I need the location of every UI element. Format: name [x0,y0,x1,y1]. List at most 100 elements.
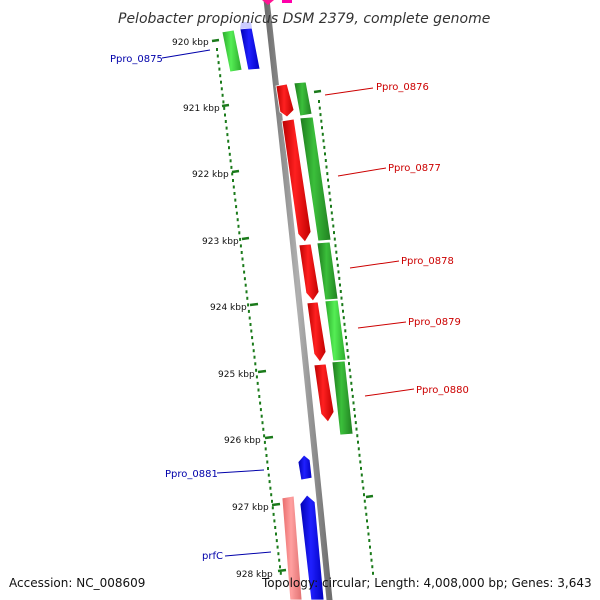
track-dot [218,67,221,71]
track-dot [260,414,263,418]
gene-prfc[interactable] [281,494,325,600]
track-dot [274,526,277,529]
gene-ppro-0877[interactable] [281,116,332,243]
track-dot [354,414,356,418]
track-dot [253,355,256,359]
gene-track-dots [318,100,374,575]
label-ppro-0881[interactable]: Ppro_0881 [165,469,218,480]
gene-ppro-0875[interactable] [221,22,261,73]
track-dot [279,565,281,569]
track-dot [272,512,275,516]
track-dot [356,434,359,438]
track-dot [347,355,350,359]
track-dot [236,218,239,222]
track-dot [368,539,371,542]
track-dot [332,224,335,228]
track-dot [327,185,330,189]
track-dot [276,545,279,549]
track-dot [235,205,238,209]
track-dot [366,525,369,529]
track-dot [324,152,326,156]
track-dot [277,552,280,556]
track-dot [366,519,368,523]
track-dot [269,486,272,490]
track-dot [252,349,255,353]
track-dot [275,532,277,536]
label-ppro-0875[interactable]: Ppro_0875 [110,54,163,65]
track-dot [225,126,228,130]
track-dot [353,408,356,411]
label-prfc[interactable]: prfC [202,551,223,562]
track-dot [328,191,331,195]
track-dot [318,100,320,103]
track-dot [348,368,351,372]
track-dot [351,394,354,398]
track-dot [333,231,335,235]
track-dot [338,276,341,280]
track-dot [259,408,262,412]
track-dot [331,217,334,221]
tick-921: 921 kbp [183,103,230,114]
track-dot [323,145,326,149]
track-dot [360,473,363,477]
track-dot [267,467,269,470]
leader-ppro-0877 [337,167,387,177]
track-dot [357,447,360,451]
gene-ppro-0878[interactable] [298,241,339,302]
track-dot [216,54,219,58]
track-dot [321,132,324,136]
track-dot [336,263,339,267]
track-dot [249,323,252,326]
tick-track-dots [216,48,282,575]
track-dot [363,493,365,497]
tick-928: 928 kbp [236,568,287,580]
track-dot [330,211,333,215]
track-dot [321,126,323,130]
leader-ppro-0878 [349,260,400,269]
track-dot [268,480,271,484]
track-dot [359,460,362,464]
track-dot [238,231,241,235]
genome-backbone [263,0,333,600]
track-dot [352,401,355,405]
gene-ppro-0879[interactable] [306,299,347,363]
leader-ppro-0879 [357,321,407,329]
gene-ppro-0881[interactable] [297,454,313,481]
track-dot [271,506,274,510]
track-dot [240,251,243,254]
label-ppro-0880[interactable]: Ppro_0880 [416,385,469,396]
track-dot [349,375,352,379]
track-dot [334,244,337,248]
label-ppro-0876[interactable]: Ppro_0876 [376,82,429,93]
gene-ppro-0880[interactable] [313,360,354,436]
track-dot [247,303,250,307]
track-dot [278,558,281,562]
track-dot [337,270,340,274]
tick-label: 928 kbp [236,570,273,580]
track-dot [243,277,246,281]
gene-ppro-0876[interactable] [275,81,313,118]
track-dot [250,329,253,333]
track-dot [263,440,266,444]
track-dot [226,133,229,137]
track-dot [345,342,348,346]
track-dot [342,309,344,313]
label-ppro-0879[interactable]: Ppro_0879 [408,317,461,328]
label-ppro-0878[interactable]: Ppro_0878 [401,256,454,267]
track-dot [241,257,244,261]
leader-ppro-0875 [161,49,211,59]
topology-summary: Topology: circular; Length: 4,008,000 bp… [261,576,592,590]
leader-ppro-0876 [324,87,374,96]
track-dot [229,159,232,163]
tick-label: 923 kbp [202,237,239,247]
track-dot [271,499,273,503]
track-dot [258,395,261,398]
label-ppro-0877[interactable]: Ppro_0877 [388,163,441,174]
track-dot [228,152,231,156]
track-dot [330,204,332,208]
track-dot [336,257,338,261]
tick-922: 922 kbp [192,169,240,180]
track-dot [339,283,341,287]
tick-923: 923 kbp [202,236,250,247]
track-dot [255,368,258,372]
